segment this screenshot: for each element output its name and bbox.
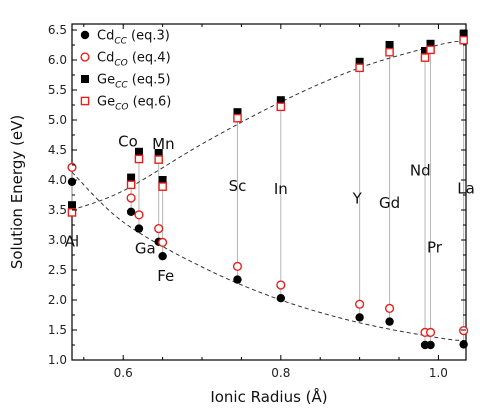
element-label-y: Y xyxy=(352,190,363,208)
data-point-series-3 xyxy=(426,45,435,55)
y-tick-label: 1.5 xyxy=(48,323,67,337)
drop-lines-layer xyxy=(71,33,465,345)
y-tick-label: 4.5 xyxy=(48,143,67,157)
data-point-series-2 xyxy=(385,41,394,49)
plot-frame-layer xyxy=(71,23,467,361)
data-point-series-3 xyxy=(158,182,167,191)
data-point-series-2 xyxy=(134,147,143,156)
data-point-series-2 xyxy=(276,96,285,105)
legend-label-3: GeCO (eq.6) xyxy=(97,95,171,113)
data-point-series-1 xyxy=(154,224,164,234)
plot-frame xyxy=(71,23,467,361)
y-tick-label: 5.0 xyxy=(48,113,67,127)
data-point-series-2 xyxy=(127,173,136,182)
element-labels-layer: Al Co Ga Mn Fe Sc In Y Gd Nd Pr La xyxy=(65,133,475,285)
data-point-series-3 xyxy=(233,113,242,123)
data-point-series-2 xyxy=(233,108,242,117)
data-point-series-2 xyxy=(154,149,163,157)
element-label-co: Co xyxy=(118,133,138,151)
data-point-series-0 xyxy=(276,294,286,303)
data-point-series-2 xyxy=(459,29,468,38)
data-point-series-1 xyxy=(126,193,136,203)
y-tick-label: 5.5 xyxy=(48,83,67,97)
legend: CdCC (eq.3) CdCO (eq.4) GeCC (eq.5) GeCO (e… xyxy=(80,29,171,113)
element-label-al: Al xyxy=(65,232,79,250)
y-tick-label: 4.0 xyxy=(48,173,67,187)
y-tick-label: 3.5 xyxy=(48,203,67,217)
x-axis-title: Ionic Radius (Å) xyxy=(210,387,327,406)
x-tick-label: 0.8 xyxy=(271,366,290,380)
data-point-series-3 xyxy=(420,53,430,62)
data-point-series-0 xyxy=(233,275,242,284)
axes-layer: 0.6 0.8 1.0 1.0 1.5 2.0 2.5 3.0 3.5 4.0 4.5 5.0 5.5 6… xyxy=(48,23,466,380)
data-point-series-1 xyxy=(459,326,469,336)
x-tick-label: 1.0 xyxy=(429,366,448,380)
data-point-series-3 xyxy=(459,35,468,45)
legend-label-2: GeCC (eq.5) xyxy=(97,73,171,91)
legend-label-1: CdCO (eq.4) xyxy=(97,51,171,69)
data-point-series-2 xyxy=(421,47,430,55)
data-point-series-0 xyxy=(67,177,77,186)
legend-marker-0 xyxy=(80,30,90,40)
data-point-series-0 xyxy=(459,340,468,349)
element-label-nd: Nd xyxy=(410,162,431,180)
element-label-la: La xyxy=(457,180,475,198)
data-point-series-2 xyxy=(158,176,167,184)
data-point-series-1 xyxy=(425,327,436,338)
fit-curve xyxy=(71,40,467,211)
element-label-fe: Fe xyxy=(157,267,174,285)
element-label-gd: Gd xyxy=(379,194,400,212)
element-label-mn: Mn xyxy=(152,135,174,153)
data-point-series-1 xyxy=(384,303,395,314)
y-tick-label: 3.0 xyxy=(48,233,67,247)
element-label-sc: Sc xyxy=(229,177,247,195)
data-point-series-1 xyxy=(276,280,286,290)
data-point-series-0 xyxy=(158,252,167,261)
data-point-series-0 xyxy=(134,224,144,233)
legend-marker-1 xyxy=(80,52,90,62)
data-point-series-0 xyxy=(385,317,394,326)
data-point-series-1 xyxy=(355,299,365,309)
data-point-series-2 xyxy=(355,57,364,66)
y-tick-label: 6.0 xyxy=(48,53,67,67)
data-point-series-0 xyxy=(355,313,364,322)
y-tick-label: 2.5 xyxy=(48,263,67,277)
y-tick-label: 6.5 xyxy=(48,23,67,37)
legend-marker-3 xyxy=(80,96,90,106)
data-point-series-2 xyxy=(426,39,435,48)
data-point-series-3 xyxy=(67,208,77,217)
data-point-series-3 xyxy=(276,102,286,112)
y-tick-label: 2.0 xyxy=(48,293,67,307)
y-tick-label: 1.0 xyxy=(48,353,67,367)
data-point-series-1 xyxy=(134,210,144,220)
data-point-series-3 xyxy=(126,180,136,190)
data-point-series-0 xyxy=(126,207,136,216)
data-point-series-2 xyxy=(68,201,76,210)
data-point-series-3 xyxy=(154,155,163,164)
element-label-pr: Pr xyxy=(427,238,443,256)
data-point-series-0 xyxy=(426,340,435,350)
legend-label-0: CdCC (eq.3) xyxy=(97,29,170,47)
legend-marker-2 xyxy=(81,75,89,83)
data-point-series-1 xyxy=(158,237,168,248)
element-label-in: In xyxy=(274,180,288,198)
data-point-series-3 xyxy=(134,154,144,164)
x-tick-label: 0.6 xyxy=(114,366,133,380)
data-point-series-3 xyxy=(385,47,394,57)
element-label-ga: Ga xyxy=(135,240,156,258)
y-axis-title: Solution Energy (eV) xyxy=(8,115,26,269)
data-point-series-1 xyxy=(232,261,243,272)
data-point-series-3 xyxy=(355,63,364,73)
